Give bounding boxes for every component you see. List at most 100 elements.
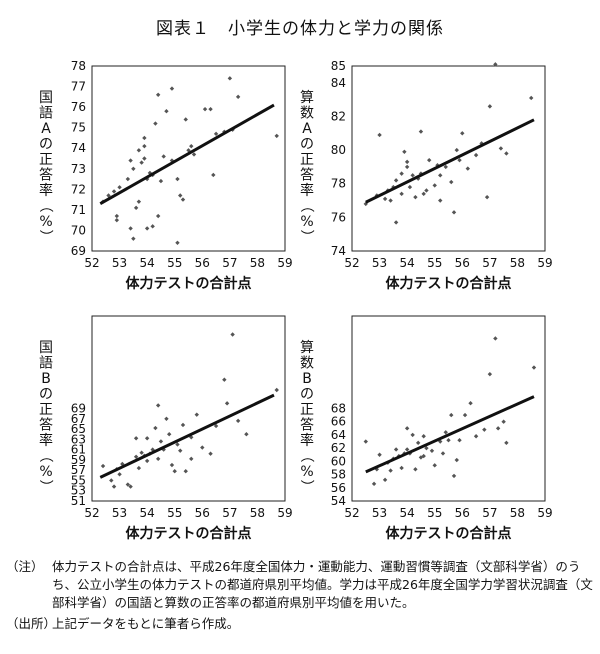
- data-point: [125, 176, 131, 182]
- x-tick-label: 55: [167, 506, 182, 520]
- data-point: [136, 148, 142, 153]
- data-point: [498, 146, 504, 151]
- data-point: [183, 468, 188, 474]
- data-point: [161, 154, 166, 159]
- data-point: [413, 467, 418, 472]
- chart-3: 52 53 54 55 56 57 58 5951535557596163656769体力テス…: [37, 315, 293, 542]
- y-axis-label-char: 正: [39, 402, 53, 418]
- data-point: [382, 477, 388, 483]
- x-axis-label: 体力テストの合計点: [386, 525, 512, 542]
- note-text: 体力テストの合計点は、平成26年度全国体力・運動能力、運動習慣等調査（文部科学省…: [52, 559, 593, 610]
- y-axis-label-char: 語: [39, 356, 53, 372]
- x-tick-label: 59: [277, 256, 292, 270]
- data-point: [144, 458, 150, 464]
- data-point: [421, 434, 426, 439]
- data-point: [224, 401, 230, 406]
- data-point: [194, 412, 199, 417]
- data-point: [529, 95, 534, 101]
- y-axis-label-char: 算: [300, 90, 314, 106]
- data-point: [111, 189, 117, 194]
- x-tick-label: 54: [140, 506, 155, 520]
- data-point: [501, 419, 506, 424]
- data-point: [449, 179, 454, 185]
- data-point: [363, 201, 368, 207]
- data-point: [493, 62, 498, 67]
- data-point: [147, 170, 153, 176]
- y-tick-label: 76: [331, 210, 346, 224]
- data-point: [169, 86, 175, 91]
- data-point: [388, 198, 393, 203]
- y-tick-label: 63: [71, 432, 86, 446]
- source-block: （出所） 上記データをもとに筆者ら作成。: [6, 615, 596, 635]
- y-axis-label-char: 数: [300, 106, 314, 122]
- y-tick-label: 85: [331, 59, 346, 73]
- data-point: [244, 431, 249, 437]
- y-tick-label: 61: [71, 443, 86, 457]
- data-point: [443, 164, 448, 170]
- data-point: [169, 462, 175, 468]
- trend-line: [99, 103, 275, 206]
- data-point: [504, 440, 509, 446]
- data-point: [211, 172, 216, 178]
- y-tick-label: 58: [331, 468, 346, 482]
- y-tick-label: 74: [331, 244, 346, 258]
- data-point: [155, 213, 161, 219]
- x-tick-label: 52: [344, 256, 359, 270]
- source-label: （出所）: [6, 616, 57, 631]
- data-point: [410, 173, 415, 178]
- data-point: [114, 217, 120, 223]
- y-axis-label-char: ）: [298, 480, 314, 494]
- y-tick-label: 62: [331, 441, 346, 455]
- y-axis-label-char: 正: [39, 152, 53, 168]
- data-point: [155, 92, 161, 97]
- data-point: [144, 226, 150, 231]
- y-axis-label-char: の: [39, 137, 53, 153]
- data-point: [393, 220, 399, 225]
- y-tick-label: 54: [331, 494, 346, 508]
- y-tick-label: 65: [71, 422, 86, 436]
- data-point: [407, 184, 413, 190]
- data-point: [230, 332, 235, 337]
- y-axis-label-char: の: [300, 387, 314, 403]
- y-axis-label-char: %: [39, 214, 52, 230]
- y-tick-label: 82: [331, 109, 346, 123]
- data-point: [388, 468, 393, 473]
- y-axis-label-char: B: [41, 371, 51, 387]
- data-point: [189, 456, 194, 462]
- y-axis-label-char: %: [300, 464, 313, 480]
- plot-frame: [91, 65, 286, 252]
- data-point: [155, 403, 161, 408]
- y-axis-label-char: ）: [298, 230, 314, 244]
- data-point: [438, 198, 443, 203]
- data-point: [153, 121, 158, 126]
- x-tick-label: 54: [400, 256, 415, 270]
- data-point: [136, 465, 142, 471]
- source-text: 上記データをもとに筆者ら作成。: [52, 616, 240, 631]
- x-tick-label: 57: [482, 506, 497, 520]
- data-point: [100, 463, 106, 469]
- data-point: [180, 197, 186, 202]
- chart-2: 52 53 54 55 56 57 58 59 74 76 78 80 82 84 85 体力テストの合計点 算…: [298, 59, 553, 292]
- y-tick-label: 80: [331, 143, 346, 157]
- data-point: [142, 156, 147, 161]
- data-point: [377, 452, 382, 457]
- y-tick-label: 66: [331, 415, 346, 429]
- x-tick-label: 53: [372, 256, 387, 270]
- y-axis-label-char: 率: [39, 432, 53, 449]
- x-tick-label: 55: [427, 506, 442, 520]
- data-point: [189, 143, 194, 149]
- data-point: [404, 164, 410, 170]
- y-axis-label-char: 率: [39, 182, 53, 199]
- data-point: [371, 481, 377, 487]
- x-tick-label: 56: [195, 256, 210, 270]
- data-point: [382, 196, 388, 202]
- data-point: [274, 133, 279, 139]
- data-point: [404, 447, 410, 452]
- data-point: [133, 205, 139, 211]
- x-tick-label: 58: [510, 256, 525, 270]
- data-point: [208, 451, 213, 456]
- x-tick-label: 55: [427, 256, 442, 270]
- y-axis-label-char: ）: [37, 230, 53, 244]
- data-point: [473, 434, 479, 439]
- figure-title: 図表１ 小学生の体力と学力の関係: [156, 19, 444, 39]
